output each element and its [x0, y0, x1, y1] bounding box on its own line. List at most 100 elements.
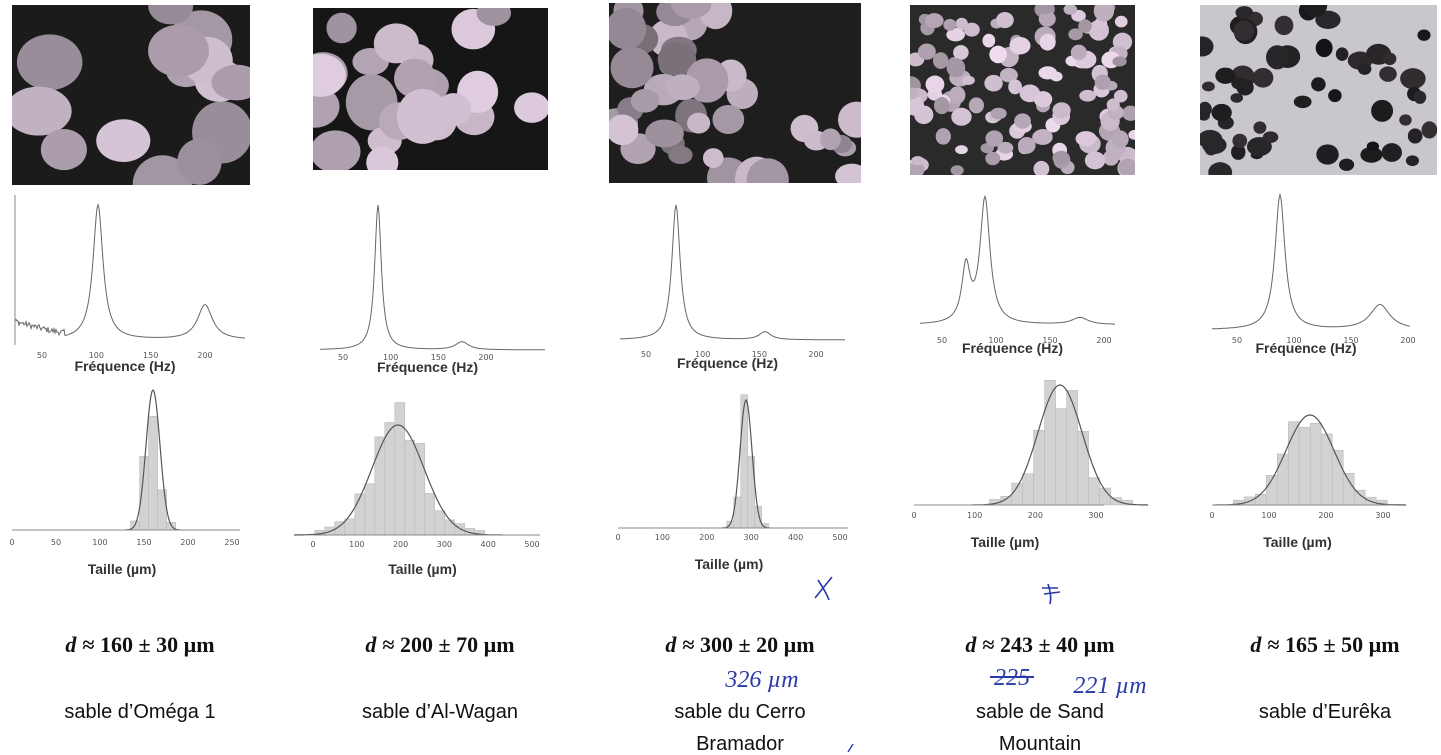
histogram-tick-label: 300 — [744, 533, 759, 542]
spectrum-tick-label: 150 — [1042, 336, 1057, 345]
spectrum-tick-label: 200 — [478, 353, 493, 362]
spectrum-tick-label: 200 — [197, 351, 212, 360]
grain — [313, 53, 346, 97]
histogram-bar — [1309, 422, 1322, 506]
histogram-tick-label: 500 — [524, 540, 539, 549]
histogram-tick-label: 200 — [393, 540, 408, 549]
handwritten-mark — [847, 743, 854, 753]
grain — [917, 43, 936, 60]
grain — [609, 114, 639, 146]
histogram-bar — [740, 394, 749, 529]
histogram-bar — [1055, 408, 1067, 506]
spectrum-curve — [320, 204, 545, 351]
size-formula: d ≈ 243 ± 40 µm — [965, 632, 1114, 657]
grain — [1128, 129, 1135, 140]
grain — [943, 18, 957, 31]
grain — [1093, 5, 1115, 22]
grain — [1316, 144, 1339, 165]
grain — [313, 130, 361, 170]
histogram-bar — [1342, 472, 1355, 506]
grain — [1400, 68, 1426, 90]
grain — [1014, 113, 1031, 129]
spectrum-tick-label: 50 — [1232, 336, 1242, 345]
spectrum-tick-label: 50 — [37, 351, 47, 360]
grain — [1112, 56, 1127, 67]
histogram-tick-label: 100 — [967, 511, 982, 520]
histogram-tick-label: 150 — [136, 538, 151, 547]
grains — [910, 5, 1135, 175]
grain — [1202, 136, 1227, 154]
grain — [1017, 137, 1036, 154]
histogram-bar — [1276, 453, 1289, 506]
size-formula: d ≈ 165 ± 50 µm — [1250, 632, 1399, 657]
spectrum-tick-label: 100 — [89, 351, 104, 360]
grain — [687, 112, 711, 134]
grain — [610, 46, 654, 89]
spectrum-axis-label: Fréquence (Hz) — [677, 355, 778, 371]
grain — [1252, 67, 1274, 88]
grain — [1335, 47, 1349, 61]
formula-value: ≈ 300 ± 20 µm — [682, 632, 814, 657]
handwritten-note: 326 µm — [724, 667, 798, 693]
grain — [1070, 44, 1087, 61]
grain — [990, 107, 1007, 120]
grain — [946, 27, 965, 42]
histogram-tick-label: 0 — [1209, 511, 1214, 520]
grain — [609, 7, 647, 50]
grain — [961, 75, 975, 85]
grain — [1253, 121, 1267, 134]
grain — [394, 58, 436, 98]
grain — [951, 107, 972, 126]
handwritten-note: 221 µm — [1073, 673, 1146, 699]
grain — [982, 33, 996, 48]
grain — [1235, 6, 1254, 19]
grain — [1202, 81, 1215, 92]
grain — [985, 130, 1004, 147]
histogram-bar — [1320, 433, 1333, 506]
histogram-bar — [374, 436, 386, 536]
symbol: d — [65, 632, 77, 657]
grain — [1357, 62, 1372, 75]
grain — [963, 22, 980, 37]
histogram-axis-label: Taille (µm) — [88, 561, 156, 577]
formula-value: ≈ 165 ± 50 µm — [1267, 632, 1399, 657]
grain — [326, 12, 357, 44]
handwritten-mark — [814, 576, 833, 601]
spectrum-tick-label: 50 — [338, 353, 348, 362]
symbol: d — [665, 632, 677, 657]
grain — [435, 93, 472, 126]
grain — [670, 3, 712, 19]
grain — [396, 89, 449, 144]
grain — [1032, 128, 1053, 145]
grain — [148, 5, 194, 25]
histogram-bar — [364, 483, 376, 536]
grain — [1232, 133, 1248, 149]
gaussian-fit — [972, 384, 1148, 506]
grain — [1417, 29, 1431, 41]
grain — [96, 119, 151, 163]
spectrum-axis-label: Fréquence (Hz) — [377, 359, 478, 375]
grain — [177, 138, 222, 185]
histogram-bar — [454, 523, 466, 536]
sand-name: sable du Cerro — [674, 701, 805, 723]
grain — [40, 129, 87, 171]
grain — [1079, 89, 1096, 102]
grain — [1379, 66, 1397, 82]
histogram-bar — [344, 518, 356, 536]
grain — [946, 58, 966, 78]
grain — [1274, 15, 1294, 36]
grain — [935, 128, 951, 145]
grain — [1360, 146, 1383, 163]
size-formula: d ≈ 300 ± 20 µm — [665, 632, 814, 657]
grain — [924, 13, 944, 29]
grain — [476, 8, 512, 26]
spectrum-tick-label: 100 — [383, 353, 398, 362]
gaussian-fit — [124, 388, 182, 531]
spectrum-tick-label: 200 — [1096, 336, 1111, 345]
grain — [968, 97, 984, 114]
histogram-tick-label: 50 — [51, 538, 61, 547]
formula-value: ≈ 243 ± 40 µm — [982, 632, 1114, 657]
grain — [995, 11, 1014, 29]
grain — [1421, 121, 1437, 139]
grain — [1208, 162, 1233, 175]
